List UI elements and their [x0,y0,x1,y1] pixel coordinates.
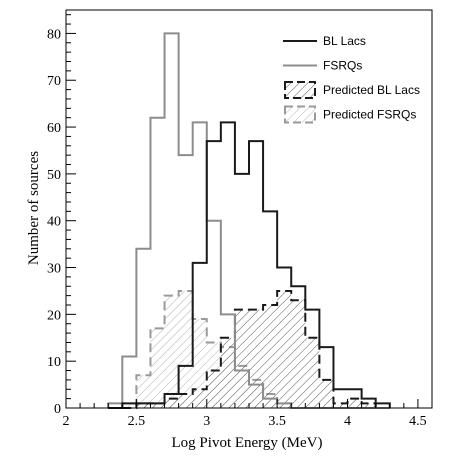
x-tick-label: 2 [63,414,70,429]
y-tick-label: 0 [54,402,61,417]
y-tick-label: 40 [47,215,61,230]
x-tick-label: 4.5 [409,414,427,429]
y-tick-label: 70 [47,74,61,89]
y-tick-label: 60 [47,121,61,136]
bl-lacs-histogram-line [108,121,391,409]
y-tick-label: 10 [47,355,61,370]
legend-label-predicted-fsrqs: Predicted FSRQs [323,108,416,122]
legend-label-fsrqs: FSRQs [323,59,362,73]
x-tick-label: 4 [344,414,351,429]
x-tick-label: 2.5 [128,414,146,429]
legend: BL Lacs FSRQs Predicted BL Lacs Predicted F… [283,34,420,124]
x-tick-label: 3.5 [268,414,286,429]
y-tick-label: 80 [47,27,61,42]
legend-swatch-predicted-bl-lacs [284,81,316,99]
predicted-bl-lacs-hatch-fill [108,290,390,408]
legend-swatch-predicted-fsrqs [284,105,316,124]
y-tick-label: 50 [47,168,61,183]
x-axis-label: Log Pivot Energy (MeV) [172,435,323,451]
axes: 2 2.5 3 3.5 4 4.5 0 10 20 30 40 50 60 70 80 [47,9,433,429]
legend-label-bl-lacs: BL Lacs [323,34,366,48]
x-tick-label: 3 [203,414,210,429]
y-axis-label: Number of sources [26,151,42,265]
legend-label-predicted-bl-lacs: Predicted BL Lacs [323,83,420,97]
y-tick-label: 20 [47,308,61,323]
y-tick-label: 30 [47,262,61,277]
